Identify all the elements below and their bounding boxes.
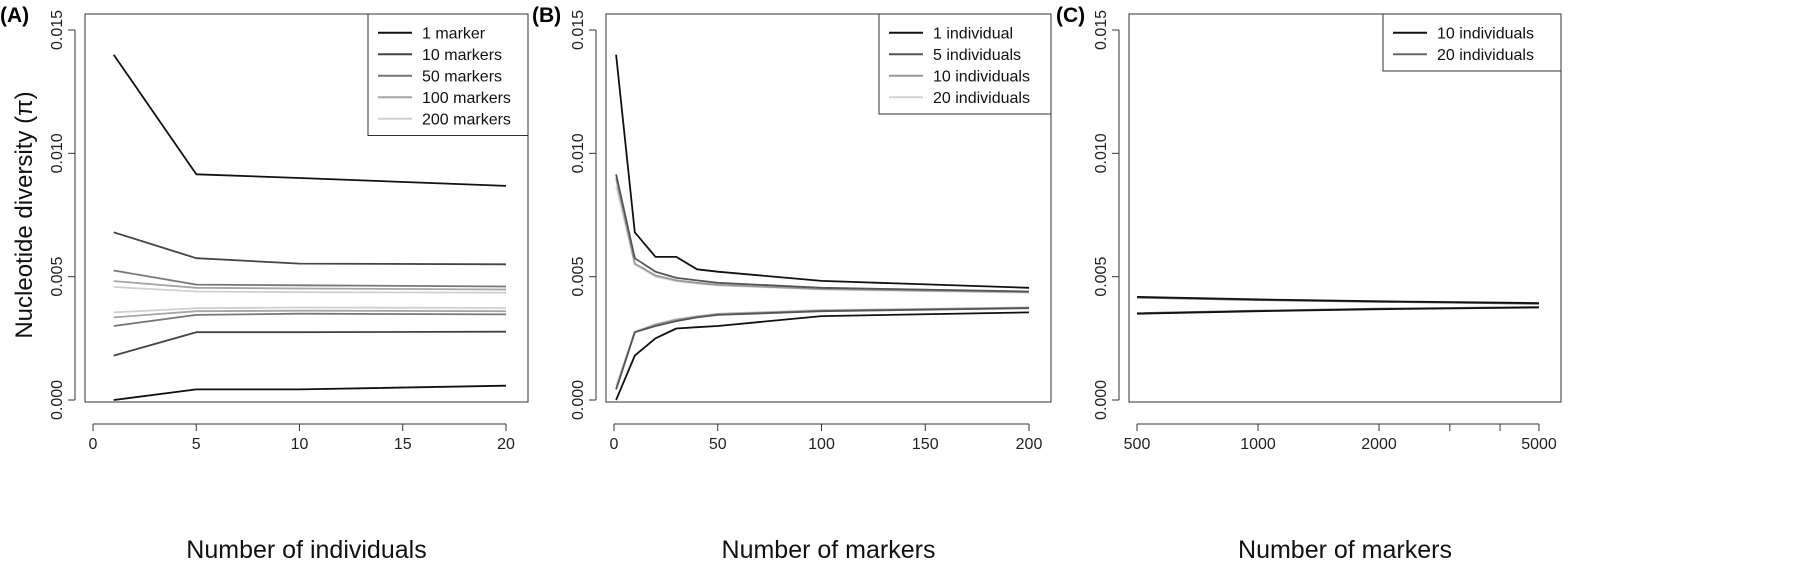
legend-entry: 200 markers <box>422 111 511 128</box>
y-axis-label: Nucleotide diversity (π) <box>11 91 38 338</box>
x-tick-label: 0 <box>89 436 98 453</box>
series-line-upper <box>615 54 1030 289</box>
legend-entry: 1 marker <box>422 25 486 42</box>
x-tick-label: 5 <box>192 436 201 453</box>
panel-label: (A) <box>0 4 29 27</box>
x-tick-label: 500 <box>1124 436 1151 453</box>
panel-b: (B) 0.000 0.005 0.010 0.015 0 50 100 150 200 Numbe… <box>532 4 1052 564</box>
x-axis-label: Number of markers <box>1238 536 1452 564</box>
legend-entry: 20 individuals <box>1437 47 1534 64</box>
series-line-lower <box>615 307 1030 390</box>
x-tick-label: 10 <box>291 436 309 453</box>
x-axis-label: Number of markers <box>722 536 936 564</box>
x-axis-label: Number of individuals <box>186 536 426 564</box>
legend-entry: 10 individuals <box>933 68 1030 85</box>
legend-entry: 5 individuals <box>933 47 1021 64</box>
series-line-upper <box>113 280 507 291</box>
series-line-lower <box>113 330 507 357</box>
x-tick-label: 200 <box>1016 436 1043 453</box>
y-tick-label: 0.010 <box>49 133 66 173</box>
y-tick-label: 0.005 <box>570 257 587 297</box>
panel-a: (A) 0.000 0.005 0.010 0.015 0 5 10 15 20 Number of… <box>0 4 529 564</box>
plot-frame <box>605 13 1052 403</box>
legend-entry: 100 markers <box>422 90 511 107</box>
x-tick-label: 1000 <box>1240 436 1276 453</box>
series-line-upper <box>615 174 1030 293</box>
x-tick-label: 150 <box>912 436 939 453</box>
series-line-upper <box>1136 296 1540 304</box>
y-tick-label: 0.005 <box>49 257 66 297</box>
series-line-lower <box>113 309 507 319</box>
series-line-lower <box>615 311 1030 401</box>
legend-entry: 10 individuals <box>1437 25 1534 42</box>
series-line-lower <box>113 384 507 401</box>
legend-entry: 10 markers <box>422 47 502 64</box>
series-line-lower <box>1136 306 1540 315</box>
panel-label: (C) <box>1056 4 1085 27</box>
series-line-upper <box>112 54 507 187</box>
x-tick-label: 50 <box>709 436 727 453</box>
x-tick-label: 100 <box>808 436 835 453</box>
y-tick-label: 0.015 <box>570 10 587 50</box>
y-tick-label: 0.015 <box>49 10 66 50</box>
series-line-lower <box>615 306 1030 390</box>
y-tick-label: 0.000 <box>1093 380 1110 420</box>
legend-entry: 1 individual <box>933 25 1013 42</box>
y-tick-label: 0.010 <box>570 133 587 173</box>
y-tick-label: 0.005 <box>1093 257 1110 297</box>
plot-frame <box>84 13 529 403</box>
legend-entry: 20 individuals <box>933 90 1030 107</box>
x-tick-label: 5000 <box>1521 436 1557 453</box>
panel-label: (B) <box>532 4 561 27</box>
x-tick-label: 0 <box>610 436 619 453</box>
legend-box <box>1382 13 1562 72</box>
series-line-upper <box>113 269 507 288</box>
y-tick-label: 0.000 <box>49 380 66 420</box>
series-line-upper <box>113 286 507 294</box>
y-tick-label: 0.010 <box>1093 133 1110 173</box>
series-line-lower <box>113 306 507 314</box>
series-line-upper <box>113 231 507 266</box>
series-line-upper <box>615 177 1030 294</box>
series-line-lower <box>113 312 507 327</box>
series-line-upper <box>615 185 1030 294</box>
x-tick-label: 2000 <box>1361 436 1397 453</box>
plot-frame <box>1128 13 1562 403</box>
legend-entry: 50 markers <box>422 68 502 85</box>
panel-c: (C) 0.000 0.005 0.010 0.015 500 1000 2000 5000 Nu… <box>1056 4 1562 564</box>
y-tick-label: 0.000 <box>570 380 587 420</box>
y-tick-label: 0.015 <box>1093 10 1110 50</box>
x-tick-label: 15 <box>394 436 412 453</box>
x-tick-label: 20 <box>497 436 515 453</box>
